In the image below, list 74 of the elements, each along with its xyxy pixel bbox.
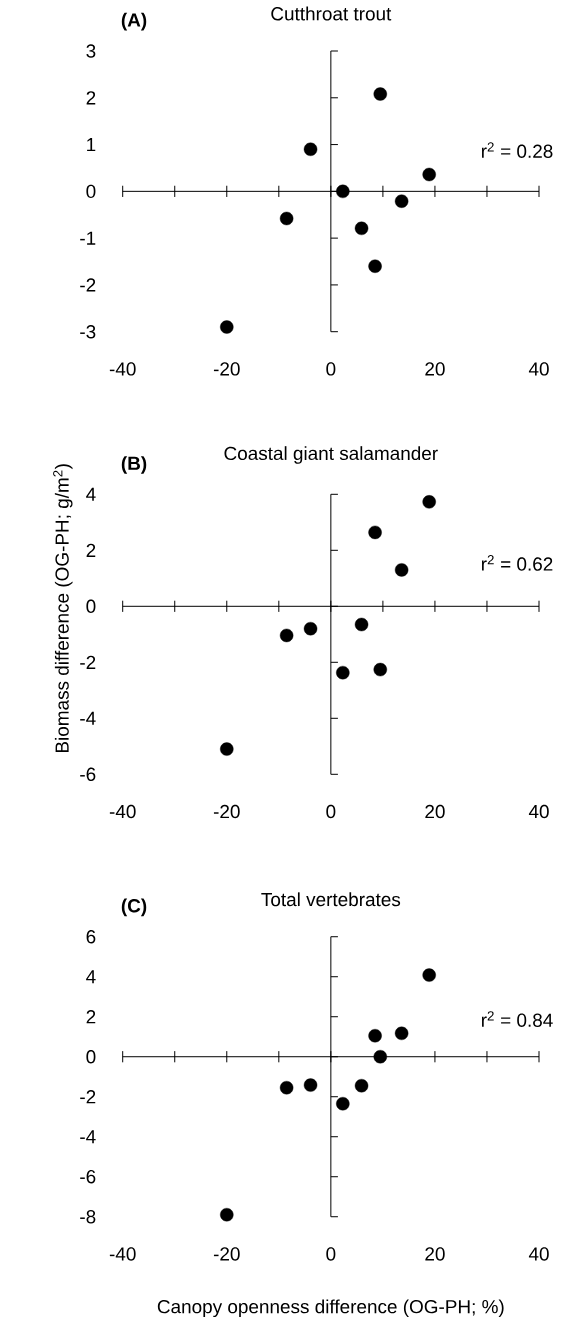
point: [422, 167, 436, 182]
point: [279, 628, 294, 643]
text: (A): [121, 12, 147, 31]
y-tick-label: -4: [80, 711, 96, 725]
point: [422, 968, 436, 982]
point: [279, 211, 294, 226]
x-tick-label: 40: [528, 1247, 549, 1261]
point: [303, 142, 318, 156]
y-tick-label: 6: [86, 930, 96, 944]
chart-title: Coastal giant salamander: [224, 446, 438, 464]
y-tick-label: 2: [86, 543, 96, 557]
point: [368, 1029, 382, 1043]
point: [394, 1026, 409, 1041]
y-tick-label: -2: [80, 655, 96, 669]
point: [220, 1208, 234, 1222]
x-tick-label: -40: [109, 1247, 136, 1261]
annotation: r$^{2}$ = 0.84: [481, 1011, 553, 1027]
y-tick-label: -2: [80, 278, 96, 292]
point: [220, 742, 234, 756]
annotation: r$^{2}$ = 0.62: [481, 555, 553, 571]
x-tick-label: -20: [213, 362, 240, 376]
annotation: r$^{2}$ = 0.28: [481, 142, 553, 158]
point: [373, 87, 387, 101]
point: [354, 221, 369, 236]
point: [336, 665, 350, 680]
x-tick-label: -40: [109, 804, 136, 819]
y-tick-label: -4: [80, 1130, 96, 1144]
x-tick-label: 0: [326, 1247, 336, 1261]
point: [303, 1078, 318, 1092]
y-axis-title: Biomass difference (OG-PH; g/m$^{2}$): [53, 464, 73, 752]
point: [394, 563, 409, 577]
y-tick-label: 0: [86, 1050, 96, 1064]
y-tick-label: -8: [80, 1210, 96, 1224]
point: [368, 259, 382, 273]
point: [220, 320, 234, 334]
y-tick-label: -6: [80, 767, 96, 782]
x-tick-label: 20: [425, 804, 445, 819]
point: [422, 495, 436, 509]
y-tick-label: 2: [86, 1010, 96, 1024]
y-tick-label: -6: [80, 1170, 96, 1184]
y-tick-label: -3: [80, 325, 96, 339]
x-tick-label: -20: [213, 804, 240, 819]
x-tick-label: 0: [326, 362, 336, 376]
point: [336, 184, 350, 199]
x-tick-label: -40: [109, 362, 136, 376]
x-tick-label: 0: [326, 804, 336, 819]
y-tick-label: 4: [86, 970, 96, 984]
x-tick-label: 20: [425, 1247, 445, 1261]
point: [368, 525, 382, 540]
text: (B): [121, 456, 147, 474]
text: (C): [121, 898, 147, 917]
point: [336, 1097, 350, 1111]
point: [354, 1079, 369, 1093]
point: [373, 1050, 387, 1064]
x-tick-label: 40: [528, 362, 549, 376]
y-tick-label: 0: [86, 184, 96, 199]
y-tick-label: -1: [80, 231, 96, 245]
chart-title: Cutthroat trout: [271, 6, 392, 21]
point: [394, 194, 409, 208]
y-tick-label: 3: [86, 44, 96, 58]
point: [303, 622, 318, 636]
point: [373, 662, 387, 677]
y-tick-label: 2: [86, 91, 96, 105]
x-axis-title: Canopy openness difference (OG-PH; %): [157, 1299, 504, 1318]
chart-title: Total vertebrates: [261, 892, 401, 907]
x-tick-label: 20: [425, 362, 445, 376]
y-tick-label: 4: [86, 487, 96, 501]
y-tick-label: 1: [87, 138, 96, 152]
x-tick-label: -20: [213, 1247, 240, 1261]
y-tick-label: 0: [86, 599, 96, 614]
point: [354, 617, 369, 632]
point: [279, 1081, 294, 1095]
x-tick-label: 40: [528, 804, 549, 819]
y-tick-label: -2: [80, 1090, 96, 1104]
